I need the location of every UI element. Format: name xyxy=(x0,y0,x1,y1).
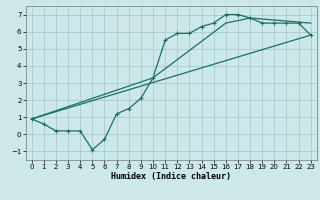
X-axis label: Humidex (Indice chaleur): Humidex (Indice chaleur) xyxy=(111,172,231,181)
